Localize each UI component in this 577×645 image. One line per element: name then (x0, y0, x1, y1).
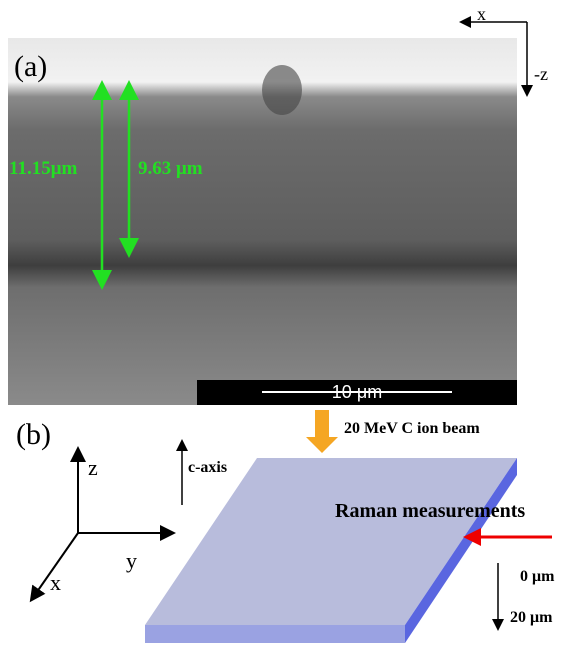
beam-label: 20 MeV C ion beam (344, 420, 480, 437)
slab-front (145, 625, 405, 643)
thickness-label: 11.15μm (9, 158, 77, 179)
axis-label: y (126, 548, 137, 573)
thickness-label: 9.63 μm (138, 158, 203, 179)
panel-label: (a) (14, 50, 47, 83)
depth-label: 0 μm (520, 568, 555, 585)
c-axis-label: c-axis (188, 459, 227, 476)
axis-label: x (50, 570, 61, 595)
panel-label: (b) (16, 418, 51, 451)
defect (262, 65, 302, 115)
scale-label: 10 μm (332, 382, 382, 402)
axis-label: z (88, 455, 98, 480)
figure: 10 μm (a) 11.15μm 9.63 μm x -z (b) z y x… (0, 0, 577, 645)
axis-label: x (477, 4, 486, 24)
beam-arrow (306, 410, 338, 453)
depth-label: 20 μm (510, 609, 553, 626)
raman-label: Raman measurements (335, 500, 525, 522)
axis-label: -z (534, 64, 548, 84)
